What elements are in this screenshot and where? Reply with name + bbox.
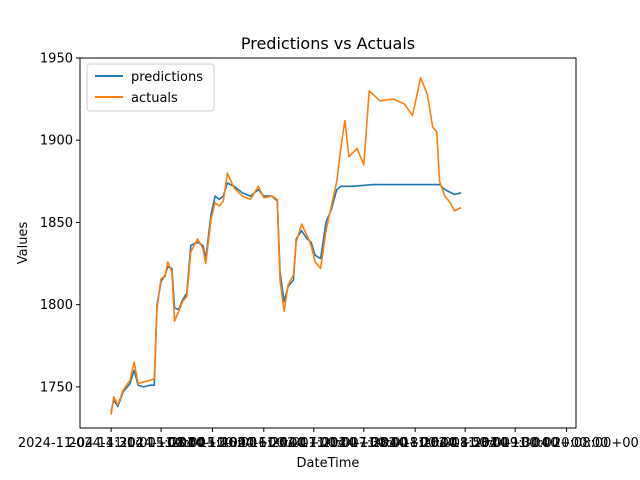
y-axis: 1750 1800 1850 1900 1950 xyxy=(40,52,80,395)
x-tick-label: 2024-11-04 14:31:00+00:00 xyxy=(18,436,204,451)
chart-title: Predictions vs Actuals xyxy=(241,34,415,53)
legend: predictions actuals xyxy=(86,63,215,112)
y-tick-label: 1850 xyxy=(40,216,73,231)
x-axis-label: DateTime xyxy=(297,456,360,471)
x-tick-label: 2024-11-04 17:38:00+00:00 xyxy=(271,436,457,451)
axes-frame xyxy=(79,57,577,429)
y-tick-label: 1750 xyxy=(40,380,73,395)
y-tick-label: 1800 xyxy=(40,298,73,313)
x-tick-label: 2024-11-04 20:08:00+00:00 xyxy=(473,436,640,451)
y-tick-label: 1950 xyxy=(40,52,73,67)
series-layer xyxy=(110,76,462,415)
legend-label-actuals: actuals xyxy=(131,91,178,106)
x-tick-label: 2024-11-04 15:08:00+00:00 xyxy=(68,436,254,451)
x-tick-label: 2024-11-04 18:16:00+00:00 xyxy=(322,436,508,451)
y-axis-label: Values xyxy=(16,222,31,265)
x-tick-label: 2024-11-04 15:46:00+00:00 xyxy=(119,436,305,451)
plot-area: 1750 1800 1850 1900 1950 2024-11-04 14:31:00… xyxy=(18,52,640,452)
x-tick-label: 2024-11-04 18:53:00+00:00 xyxy=(372,436,558,451)
x-tick-label: 2024-11-04 19:30:00+00:00 xyxy=(422,436,608,451)
legend-label-predictions: predictions xyxy=(131,70,203,85)
x-tick-label: 2024-11-04 16:24:00+00:00 xyxy=(171,436,357,451)
y-tick-label: 1900 xyxy=(40,134,73,149)
series-line-actuals xyxy=(110,76,462,415)
x-tick-label: 2024-11-04 17:01:00+00:00 xyxy=(221,436,407,451)
